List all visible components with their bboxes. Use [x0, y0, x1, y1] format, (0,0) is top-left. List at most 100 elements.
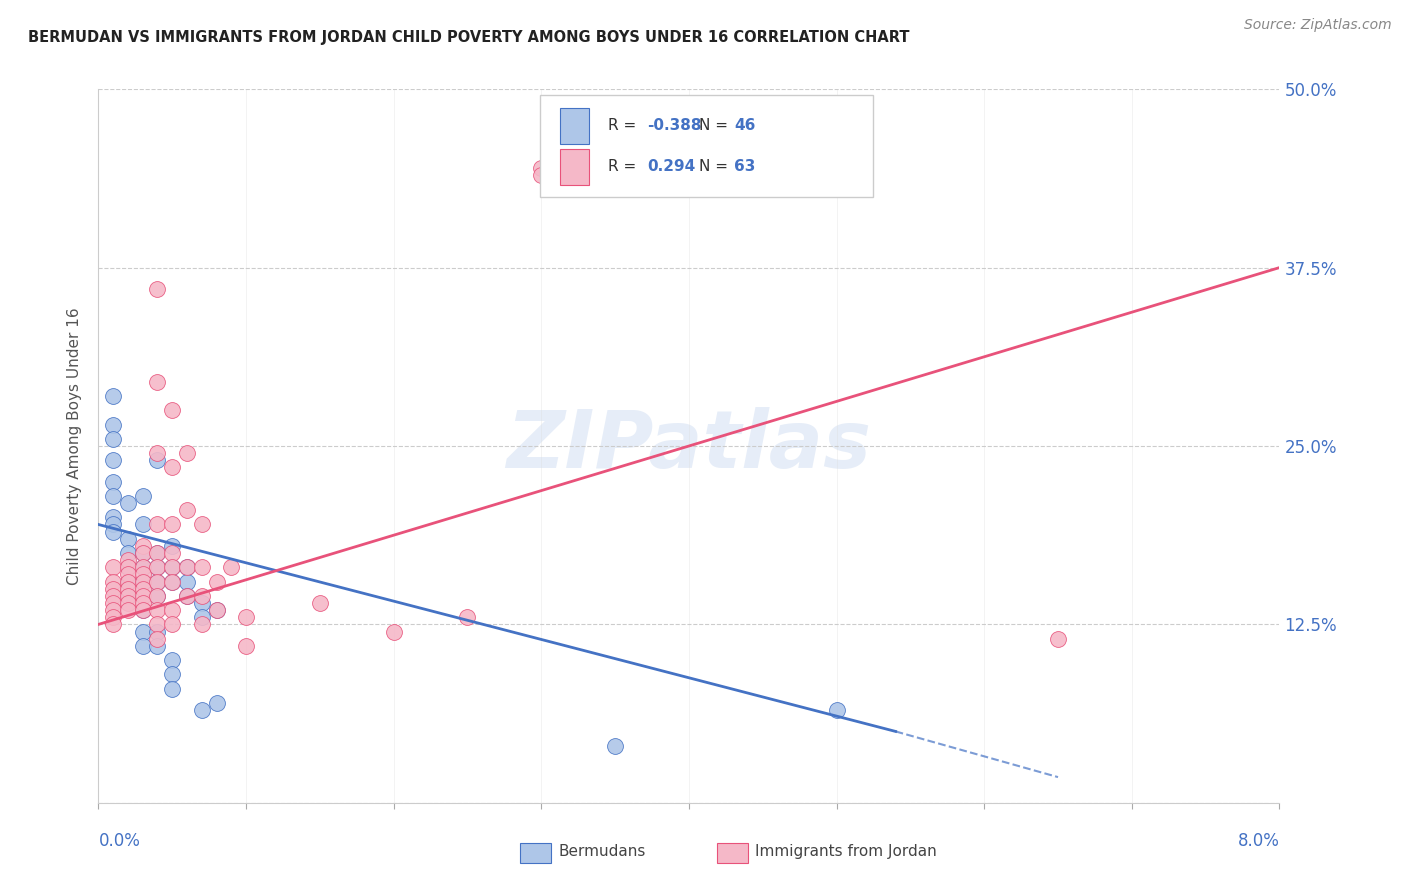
- Text: R =: R =: [607, 159, 641, 174]
- Point: [132, 574, 155, 589]
- Point: [162, 681, 183, 696]
- Point: [162, 653, 183, 667]
- Point: [103, 453, 125, 467]
- Point: [205, 603, 228, 617]
- Text: Immigrants from Jordan: Immigrants from Jordan: [755, 845, 936, 859]
- Point: [103, 389, 125, 403]
- Point: [146, 589, 169, 603]
- Point: [235, 610, 257, 624]
- Point: [162, 546, 183, 560]
- Point: [191, 560, 214, 574]
- Point: [132, 546, 155, 560]
- Point: [132, 603, 155, 617]
- Point: [235, 639, 257, 653]
- Point: [117, 589, 139, 603]
- Y-axis label: Child Poverty Among Boys Under 16: Child Poverty Among Boys Under 16: [67, 307, 83, 585]
- Text: N =: N =: [699, 159, 733, 174]
- Point: [162, 460, 183, 475]
- Point: [146, 574, 169, 589]
- Point: [103, 560, 125, 574]
- Text: N =: N =: [699, 119, 733, 134]
- Point: [103, 603, 125, 617]
- Point: [146, 282, 169, 296]
- Point: [146, 453, 169, 467]
- Text: 63: 63: [734, 159, 755, 174]
- Point: [191, 596, 214, 610]
- Point: [132, 603, 155, 617]
- Point: [146, 603, 169, 617]
- Point: [205, 574, 228, 589]
- Point: [146, 632, 169, 646]
- Point: [132, 574, 155, 589]
- Point: [191, 517, 214, 532]
- Point: [103, 617, 125, 632]
- Point: [146, 446, 169, 460]
- Point: [530, 168, 553, 182]
- Point: [191, 589, 214, 603]
- Point: [103, 524, 125, 539]
- Point: [103, 489, 125, 503]
- Point: [176, 560, 198, 574]
- Text: 8.0%: 8.0%: [1237, 831, 1279, 849]
- Point: [132, 567, 155, 582]
- Text: Source: ZipAtlas.com: Source: ZipAtlas.com: [1244, 18, 1392, 32]
- Point: [132, 639, 155, 653]
- Point: [146, 574, 169, 589]
- Point: [117, 582, 139, 596]
- Point: [605, 739, 627, 753]
- Point: [103, 417, 125, 432]
- Point: [176, 446, 198, 460]
- Point: [132, 517, 155, 532]
- Point: [103, 517, 125, 532]
- Point: [146, 617, 169, 632]
- Point: [146, 589, 169, 603]
- Point: [530, 161, 553, 175]
- Point: [146, 560, 169, 574]
- Point: [221, 560, 243, 574]
- Point: [103, 596, 125, 610]
- Point: [162, 517, 183, 532]
- Point: [457, 610, 479, 624]
- Point: [103, 582, 125, 596]
- Text: BERMUDAN VS IMMIGRANTS FROM JORDAN CHILD POVERTY AMONG BOYS UNDER 16 CORRELATION: BERMUDAN VS IMMIGRANTS FROM JORDAN CHILD…: [28, 29, 910, 45]
- Point: [132, 560, 155, 574]
- Point: [146, 639, 169, 653]
- Point: [132, 582, 155, 596]
- Point: [146, 546, 169, 560]
- Point: [191, 617, 214, 632]
- Point: [162, 403, 183, 417]
- Point: [382, 624, 405, 639]
- Point: [176, 574, 198, 589]
- Point: [117, 553, 139, 567]
- Point: [103, 589, 125, 603]
- Point: [162, 574, 183, 589]
- Point: [309, 596, 332, 610]
- Point: [117, 532, 139, 546]
- Point: [117, 496, 139, 510]
- Point: [162, 574, 183, 589]
- Text: Bermudans: Bermudans: [558, 845, 645, 859]
- Text: 0.294: 0.294: [647, 159, 696, 174]
- Point: [103, 432, 125, 446]
- Point: [117, 589, 139, 603]
- Point: [132, 546, 155, 560]
- Point: [117, 567, 139, 582]
- Point: [162, 560, 183, 574]
- Point: [132, 624, 155, 639]
- Point: [132, 589, 155, 603]
- Point: [162, 667, 183, 681]
- Point: [205, 696, 228, 710]
- Point: [117, 574, 139, 589]
- Point: [117, 546, 139, 560]
- Text: ZIPatlas: ZIPatlas: [506, 407, 872, 485]
- Point: [146, 375, 169, 389]
- Point: [146, 560, 169, 574]
- Text: -0.388: -0.388: [647, 119, 702, 134]
- Text: 0.0%: 0.0%: [98, 831, 141, 849]
- Point: [162, 617, 183, 632]
- Point: [176, 589, 198, 603]
- Point: [117, 560, 139, 574]
- Point: [103, 510, 125, 524]
- Point: [176, 503, 198, 517]
- Point: [176, 589, 198, 603]
